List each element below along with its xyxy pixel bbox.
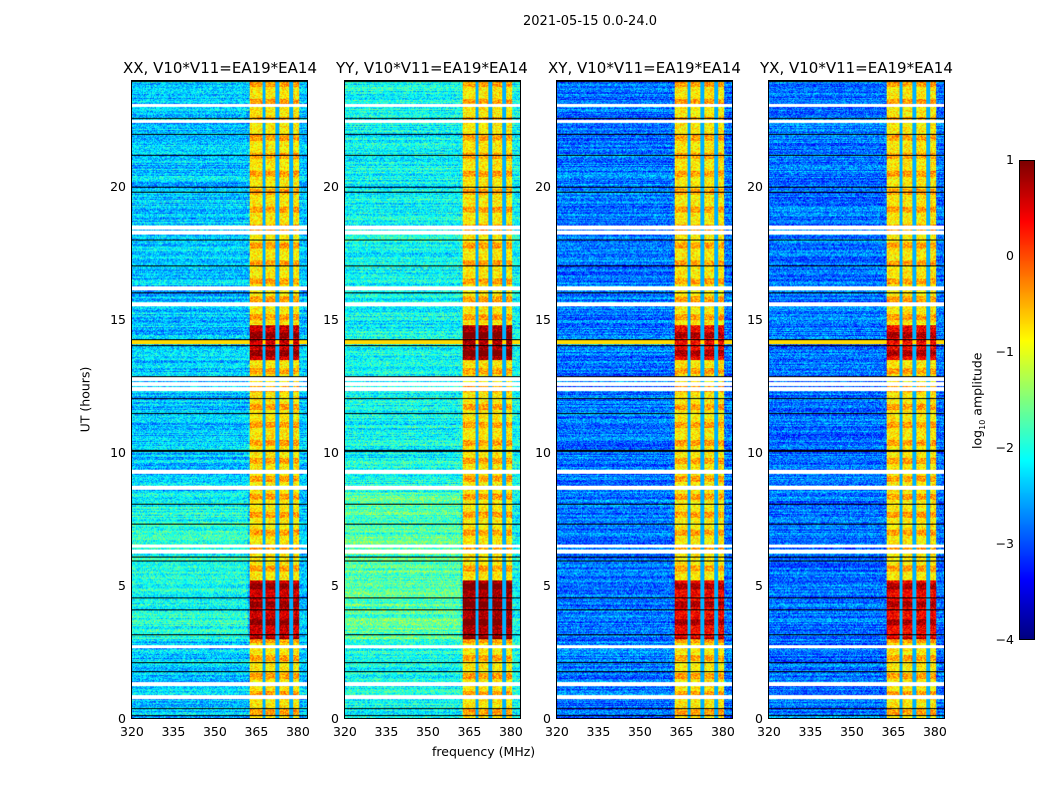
colorbar-tick-label: 1: [1006, 152, 1014, 167]
y-tick-label: 0: [331, 711, 339, 726]
colorbar-tick-label: −1: [995, 344, 1014, 359]
panel-title: YX, V10*V11=EA19*EA14: [760, 59, 953, 77]
y-tick-label: 15: [323, 311, 339, 327]
colorbar-label: log10 amplitude: [969, 352, 987, 449]
colorbar-tick-label: 0: [1006, 248, 1014, 263]
x-tick-label: 335: [374, 724, 399, 739]
x-tick-label: 365: [457, 724, 482, 739]
x-tick-label: 380: [285, 724, 310, 739]
figure-title: 2021-05-15 0.0-24.0: [523, 14, 657, 29]
x-tick-label: 365: [669, 724, 694, 739]
heatmap: [132, 81, 307, 718]
spectrogram-panel: [131, 80, 308, 719]
y-tick-label: 5: [118, 577, 126, 593]
y-tick-label: 0: [118, 711, 126, 726]
x-tick-label: 320: [333, 724, 357, 739]
y-tick-label: 10: [110, 444, 126, 460]
x-tick-label: 380: [710, 724, 735, 739]
spectrogram-panel: [768, 80, 945, 719]
x-tick-label: 320: [757, 724, 781, 739]
y-tick-label: 5: [543, 577, 551, 593]
colorbar: [1019, 160, 1035, 640]
y-tick-label: 5: [755, 577, 763, 593]
x-tick-label: 380: [922, 724, 947, 739]
spectrogram-panel: [344, 80, 521, 719]
colorbar-tick-label: −4: [995, 632, 1014, 647]
y-tick-label: 10: [323, 444, 339, 460]
x-axis-label: frequency (MHz): [432, 744, 536, 759]
colorbar-tick-label: −3: [995, 536, 1014, 551]
x-tick-label: 335: [586, 724, 611, 739]
panel-title: XY, V10*V11=EA19*EA14: [548, 59, 741, 77]
heatmap: [345, 81, 520, 718]
x-tick-label: 365: [244, 724, 269, 739]
y-tick-label: 0: [543, 711, 551, 726]
panel-title: XX, V10*V11=EA19*EA14: [123, 59, 318, 77]
x-tick-label: 350: [627, 724, 652, 739]
y-tick-label: 10: [747, 444, 763, 460]
heatmap: [557, 81, 732, 718]
y-tick-label: 20: [747, 178, 763, 194]
y-tick-label: 10: [535, 444, 551, 460]
x-tick-label: 335: [161, 724, 186, 739]
y-tick-label: 20: [110, 178, 126, 194]
y-tick-label: 15: [110, 311, 126, 327]
y-tick-label: 15: [747, 311, 763, 327]
y-tick-label: 20: [535, 178, 551, 194]
x-tick-label: 365: [881, 724, 906, 739]
colorbar-tick-label: −2: [995, 440, 1014, 455]
x-tick-label: 320: [120, 724, 144, 739]
heatmap: [769, 81, 944, 718]
x-tick-label: 350: [839, 724, 864, 739]
y-tick-label: 15: [535, 311, 551, 327]
panel-title: YY, V10*V11=EA19*EA14: [336, 59, 528, 77]
x-tick-label: 320: [545, 724, 569, 739]
y-tick-label: 5: [331, 577, 339, 593]
x-tick-label: 350: [415, 724, 440, 739]
y-axis-label: UT (hours): [77, 366, 93, 433]
y-tick-label: 0: [755, 711, 763, 726]
x-tick-label: 335: [798, 724, 823, 739]
y-tick-label: 20: [323, 178, 339, 194]
spectrogram-panel: [556, 80, 733, 719]
x-tick-label: 380: [498, 724, 523, 739]
x-tick-label: 350: [202, 724, 227, 739]
